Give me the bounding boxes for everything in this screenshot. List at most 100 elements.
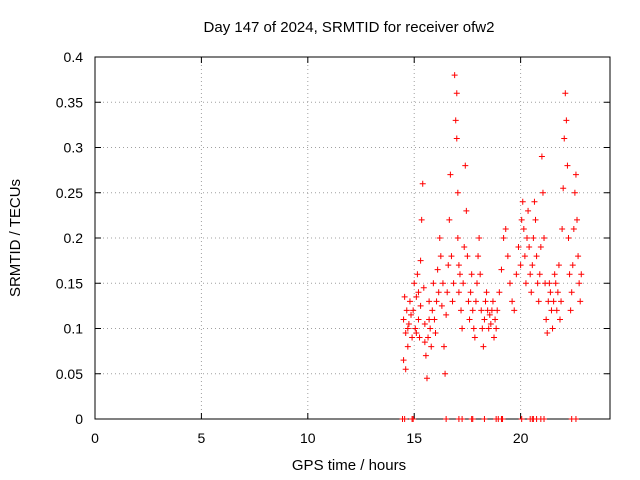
- data-point: [481, 416, 488, 422]
- data-point: [565, 235, 572, 241]
- data-point: [549, 325, 556, 332]
- data-point: [558, 298, 565, 305]
- data-point: [551, 271, 558, 278]
- data-point: [412, 325, 419, 332]
- data-point: [436, 235, 443, 241]
- data-point: [567, 307, 574, 314]
- data-point: [506, 280, 513, 287]
- data-point: [430, 280, 437, 287]
- data-point: [527, 271, 534, 278]
- data-point: [530, 235, 537, 241]
- data-point: [544, 330, 551, 337]
- data-point: [401, 416, 408, 422]
- data-point: [446, 216, 453, 223]
- data-point: [498, 266, 505, 273]
- data-point: [491, 334, 498, 341]
- y-tick-label: 0: [75, 411, 83, 427]
- data-point: [443, 416, 450, 422]
- data-point: [578, 271, 585, 278]
- data-point: [543, 316, 550, 323]
- data-point: [441, 343, 448, 350]
- data-point: [552, 280, 559, 287]
- data-point: [434, 266, 441, 273]
- data-point: [560, 185, 567, 192]
- data-point: [466, 316, 473, 323]
- data-point: [493, 325, 500, 332]
- data-point: [564, 162, 571, 169]
- data-point: [576, 280, 583, 287]
- data-point: [411, 280, 418, 287]
- data-point: [452, 117, 459, 124]
- data-point: [485, 325, 492, 332]
- data-point: [488, 307, 495, 314]
- data-point: [469, 416, 476, 422]
- data-point: [406, 298, 413, 305]
- data-point: [473, 280, 480, 287]
- data-point: [409, 334, 416, 341]
- data-point: [419, 180, 426, 187]
- data-point: [456, 271, 463, 278]
- data-point: [460, 280, 467, 287]
- data-point: [515, 244, 522, 251]
- data-point: [447, 171, 454, 178]
- data-point: [556, 316, 563, 323]
- data-point: [453, 90, 460, 97]
- data-point: [492, 316, 499, 323]
- data-point: [486, 311, 493, 318]
- data-point: [570, 225, 577, 232]
- data-point: [517, 262, 524, 269]
- data-point: [575, 253, 582, 260]
- data-point: [465, 298, 472, 305]
- data-point: [454, 189, 461, 196]
- data-point: [555, 262, 562, 269]
- data-point: [535, 298, 542, 305]
- data-point: [511, 307, 518, 314]
- data-point: [404, 325, 411, 332]
- data-point: [432, 330, 439, 337]
- data-point: [568, 289, 575, 296]
- data-point: [427, 325, 434, 332]
- data-point: [528, 289, 535, 296]
- y-tick-label: 0.15: [56, 275, 83, 291]
- data-point: [471, 334, 478, 341]
- data-point: [522, 280, 529, 287]
- data-point: [416, 334, 423, 341]
- data-point: [403, 307, 410, 314]
- data-point: [422, 352, 429, 359]
- data-point: [402, 330, 409, 337]
- data-point: [401, 293, 408, 300]
- data-point: [500, 235, 507, 241]
- data-point: [559, 225, 566, 232]
- data-point: [421, 320, 428, 327]
- data-point: [425, 334, 432, 341]
- data-point: [437, 253, 444, 260]
- data-point: [534, 280, 541, 287]
- data-point: [405, 320, 412, 327]
- data-point: [429, 307, 436, 314]
- data-point: [479, 325, 486, 332]
- data-point: [476, 235, 483, 241]
- data-point: [482, 298, 489, 305]
- data-point: [413, 330, 420, 337]
- y-tick-label: 0.4: [64, 49, 84, 65]
- data-point: [545, 298, 552, 305]
- data-point: [548, 307, 555, 314]
- data-point: [423, 375, 430, 382]
- data-point: [481, 316, 488, 323]
- x-tick-label: 5: [198, 430, 206, 446]
- y-tick-label: 0.25: [56, 185, 83, 201]
- data-point: [509, 298, 516, 305]
- data-point: [450, 280, 457, 287]
- data-point: [426, 316, 433, 323]
- data-point: [562, 90, 569, 97]
- x-tick-label: 0: [91, 430, 99, 446]
- data-point: [438, 302, 445, 309]
- data-point: [454, 235, 461, 241]
- data-point: [499, 416, 506, 422]
- data-point: [433, 298, 440, 305]
- x-tick-label: 20: [513, 430, 529, 446]
- data-point: [539, 189, 546, 196]
- grid: [95, 57, 610, 419]
- data-point: [404, 343, 411, 350]
